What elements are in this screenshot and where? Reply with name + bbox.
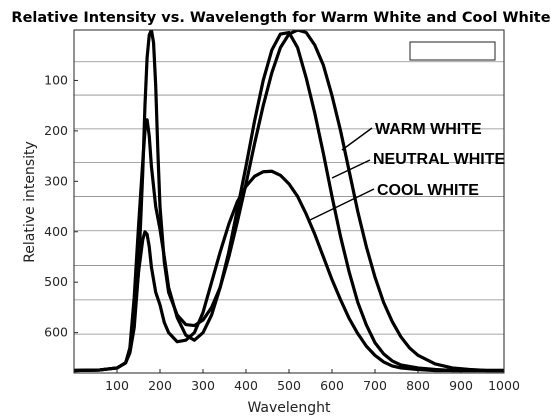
- neutral-white-pointer: [331, 159, 371, 179]
- x-tick-label-100: 100: [105, 378, 129, 393]
- x-tick-label-500: 500: [277, 378, 301, 393]
- x-axis: 100 200 300 400 500 600 700 800 900 1000: [105, 369, 520, 393]
- series-group: [74, 30, 504, 373]
- x-axis-label: Wavelenght: [247, 400, 331, 416]
- cool-white-label: COOL WHITE: [377, 182, 479, 199]
- x-tick-label-1000: 1000: [488, 378, 520, 393]
- chart-title: Relative Intensity vs. Wavelength for Wa…: [11, 10, 550, 26]
- cool-white-pointer: [309, 188, 375, 221]
- x-tick-label-600: 600: [320, 378, 344, 393]
- y-tick-label-100: 100: [44, 72, 68, 87]
- series-line-warm-white: [74, 30, 504, 373]
- warm-white-label: WARM WHITE: [375, 121, 482, 138]
- legend-box: [409, 41, 496, 61]
- plot-frame: [73, 29, 505, 374]
- plot-area: [74, 30, 504, 373]
- series-line-neutral-white: [74, 30, 504, 373]
- x-tick-label-900: 900: [449, 378, 473, 393]
- x-tick-label-400: 400: [234, 378, 258, 393]
- y-tick-label-400: 400: [44, 224, 68, 239]
- series-line-cool-white: [74, 169, 504, 373]
- y-axis: 100 200 300 400 500 600: [44, 72, 78, 340]
- y-tick-label-300: 300: [44, 173, 68, 188]
- x-tick-label-700: 700: [363, 378, 387, 393]
- y-tick-label-600: 600: [44, 325, 68, 340]
- warm-white-pointer: [341, 127, 373, 151]
- y-tick-label-500: 500: [44, 274, 68, 289]
- y-axis-label: Relative intensity: [22, 141, 38, 263]
- y-tick-label-200: 200: [44, 123, 68, 138]
- neutral-white-label: NEUTRAL WHITE: [373, 151, 505, 168]
- x-tick-label-300: 300: [191, 378, 215, 393]
- x-tick-label-800: 800: [406, 378, 430, 393]
- x-tick-label-200: 200: [148, 378, 172, 393]
